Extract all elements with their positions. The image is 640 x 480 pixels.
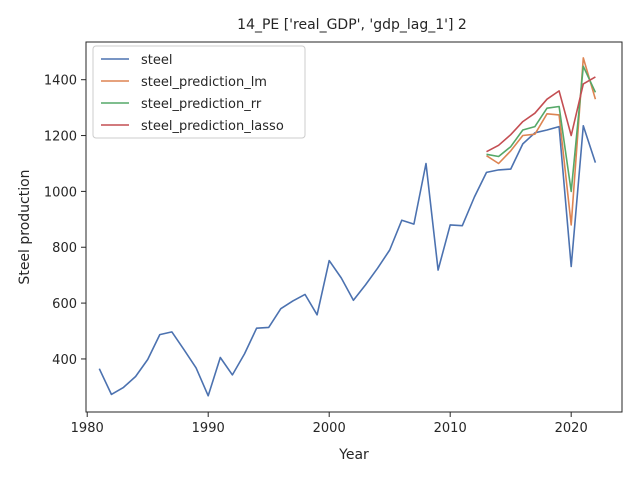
legend-label: steel_prediction_lasso: [141, 119, 284, 134]
y-tick-label: 1200: [44, 130, 77, 145]
legend: steel steel_prediction_lm steel_prediction…: [92, 45, 306, 139]
y-tick-label: 800: [52, 241, 77, 256]
legend-box: [92, 45, 306, 139]
x-tick-label: 2000: [313, 421, 346, 436]
y-tick-label: 1000: [44, 185, 77, 200]
x-tick-label: 2010: [434, 421, 467, 436]
y-tick-label: 1400: [44, 74, 77, 89]
legend-label: steel_prediction_lm: [141, 75, 267, 90]
x-tick-label: 1990: [192, 421, 225, 436]
y-tick-label: 400: [52, 353, 77, 368]
legend-label: steel: [141, 53, 172, 68]
series-line-steel-prediction-lasso: [486, 76, 596, 153]
series-line-steel-prediction-lm: [486, 57, 597, 226]
plot-frame: [85, 41, 623, 413]
y-axis: 400 600 800 1000 1200 1400: [44, 74, 86, 368]
x-axis-label: Year: [338, 447, 369, 463]
series-layer: [98, 57, 597, 397]
chart-title: 14_PE ['real_GDP', 'gdp_lag_1'] 2: [237, 17, 467, 33]
x-axis: 1980 1990 2000 2010 2020: [71, 412, 588, 436]
series-line-steel-prediction-rr: [486, 65, 597, 193]
x-tick-label: 2020: [555, 421, 588, 436]
series-line-steel: [98, 125, 597, 397]
y-tick-label: 600: [52, 297, 77, 312]
x-tick-label: 1980: [71, 421, 104, 436]
y-axis-label: Steel production: [17, 169, 33, 284]
legend-label: steel_prediction_rr: [141, 97, 262, 112]
